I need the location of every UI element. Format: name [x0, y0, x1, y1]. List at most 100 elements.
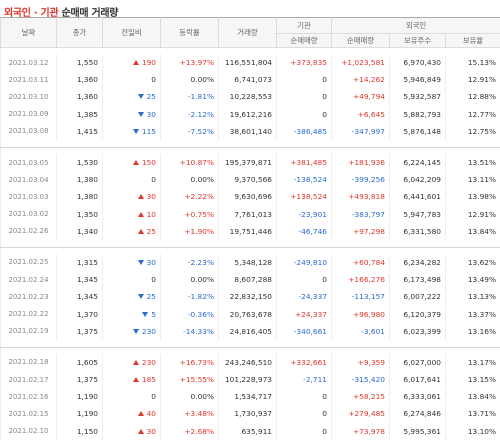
cell-rate: -2.12%	[161, 106, 219, 123]
change-value: 25	[147, 227, 156, 236]
cell-foreign-net: +14,262	[332, 71, 390, 88]
cell-foreign-holdings: 6,224,145	[390, 154, 446, 171]
cell-date: 2021.02.22	[1, 305, 57, 322]
arrow-up-icon	[138, 429, 144, 434]
cell-foreign-net: -399,256	[332, 171, 390, 188]
arrow-up-icon	[133, 160, 139, 165]
cell-close: 1,380	[57, 188, 103, 205]
cell-inst-net: -386,485	[277, 123, 332, 140]
cell-change: 0	[103, 171, 161, 188]
cell-rate: +2.68%	[161, 423, 219, 440]
cell-rate: +0.75%	[161, 206, 219, 223]
cell-rate: 0.00%	[161, 71, 219, 88]
cell-date: 2021.02.16	[1, 388, 57, 405]
cell-close: 1,190	[57, 405, 103, 422]
cell-foreign-holdings: 5,932,587	[390, 88, 446, 105]
cell-volume: 1,534,717	[219, 388, 277, 405]
cell-close: 1,550	[57, 54, 103, 71]
cell-foreign-net: +6,645	[332, 106, 390, 123]
cell-volume: 7,761,013	[219, 206, 277, 223]
cell-volume: 101,228,973	[219, 371, 277, 388]
cell-foreign-holdings: 6,007,222	[390, 288, 446, 305]
cell-foreign-ratio: 12.88%	[446, 88, 500, 105]
change-value: 0	[151, 392, 156, 401]
cell-foreign-net: +1,023,581	[332, 54, 390, 71]
cell-volume: 9,630,696	[219, 188, 277, 205]
cell-close: 1,150	[57, 423, 103, 440]
cell-close: 1,360	[57, 71, 103, 88]
change-value: 5	[151, 310, 156, 319]
cell-rate: 0.00%	[161, 271, 219, 288]
cell-foreign-ratio: 15.13%	[446, 54, 500, 71]
header-inst-net: 순매매량	[277, 34, 332, 48]
arrow-down-icon	[142, 312, 148, 317]
cell-inst-net: +373,835	[277, 54, 332, 71]
cell-date: 2021.02.25	[1, 254, 57, 271]
cell-foreign-holdings: 5,946,849	[390, 71, 446, 88]
cell-foreign-holdings: 6,970,430	[390, 54, 446, 71]
change-value: 230	[142, 327, 156, 336]
cell-foreign-net: +97,298	[332, 223, 390, 240]
change-value: 30	[147, 110, 156, 119]
cell-foreign-holdings: 5,995,361	[390, 423, 446, 440]
cell-foreign-net: +49,794	[332, 88, 390, 105]
cell-foreign-holdings: 6,441,601	[390, 188, 446, 205]
cell-close: 1,380	[57, 171, 103, 188]
cell-foreign-ratio: 13.62%	[446, 254, 500, 271]
arrow-down-icon	[138, 112, 144, 117]
cell-foreign-ratio: 13.37%	[446, 305, 500, 322]
header-date: 날짜	[1, 18, 57, 48]
cell-foreign-net: +493,818	[332, 188, 390, 205]
cell-rate: -1.81%	[161, 88, 219, 105]
cell-rate: -0.36%	[161, 305, 219, 322]
header-institution: 기관	[277, 18, 332, 34]
change-value: 185	[142, 375, 156, 384]
header-foreign-net: 순매매량	[332, 34, 390, 48]
cell-foreign-net: +73,978	[332, 423, 390, 440]
change-value: 10	[147, 210, 156, 219]
cell-change: 25	[103, 288, 161, 305]
cell-change: 230	[103, 354, 161, 371]
arrow-up-icon	[133, 60, 139, 65]
cell-inst-net: -23,901	[277, 206, 332, 223]
arrow-down-icon	[138, 260, 144, 265]
cell-volume: 19,612,216	[219, 106, 277, 123]
cell-foreign-holdings: 5,947,783	[390, 206, 446, 223]
arrow-up-icon	[133, 377, 139, 382]
cell-change: 230	[103, 323, 161, 340]
cell-rate: 0.00%	[161, 388, 219, 405]
cell-inst-net: 0	[277, 271, 332, 288]
cell-foreign-ratio: 13.84%	[446, 388, 500, 405]
cell-change: 0	[103, 71, 161, 88]
cell-rate: +1.90%	[161, 223, 219, 240]
cell-rate: -7.52%	[161, 123, 219, 140]
cell-inst-net: +332,661	[277, 354, 332, 371]
arrow-up-icon	[138, 229, 144, 234]
cell-change: 30	[103, 188, 161, 205]
cell-date: 2021.02.18	[1, 354, 57, 371]
cell-volume: 10,228,553	[219, 88, 277, 105]
cell-inst-net: -138,524	[277, 171, 332, 188]
cell-foreign-holdings: 6,120,379	[390, 305, 446, 322]
cell-date: 2021.03.11	[1, 71, 57, 88]
change-value: 30	[147, 192, 156, 201]
cell-rate: -14.33%	[161, 323, 219, 340]
cell-change: 30	[103, 423, 161, 440]
cell-change: 25	[103, 88, 161, 105]
cell-foreign-holdings: 5,882,793	[390, 106, 446, 123]
cell-foreign-net: -347,997	[332, 123, 390, 140]
cell-date: 2021.03.12	[1, 54, 57, 71]
cell-volume: 5,348,128	[219, 254, 277, 271]
cell-foreign-holdings: 6,234,282	[390, 254, 446, 271]
cell-foreign-holdings: 6,017,641	[390, 371, 446, 388]
cell-foreign-ratio: 12.91%	[446, 71, 500, 88]
cell-date: 2021.02.15	[1, 405, 57, 422]
cell-rate: +2.22%	[161, 188, 219, 205]
